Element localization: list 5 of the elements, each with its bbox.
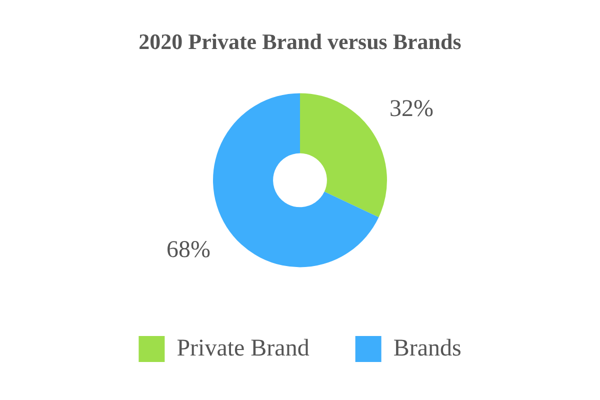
legend-label: Private Brand [176,335,310,362]
data-label: 68% [166,237,211,264]
chart-title: 2020 Private Brand versus Brands [138,28,462,54]
legend-label: Brands [393,335,462,362]
data-label: 32% [389,96,434,122]
